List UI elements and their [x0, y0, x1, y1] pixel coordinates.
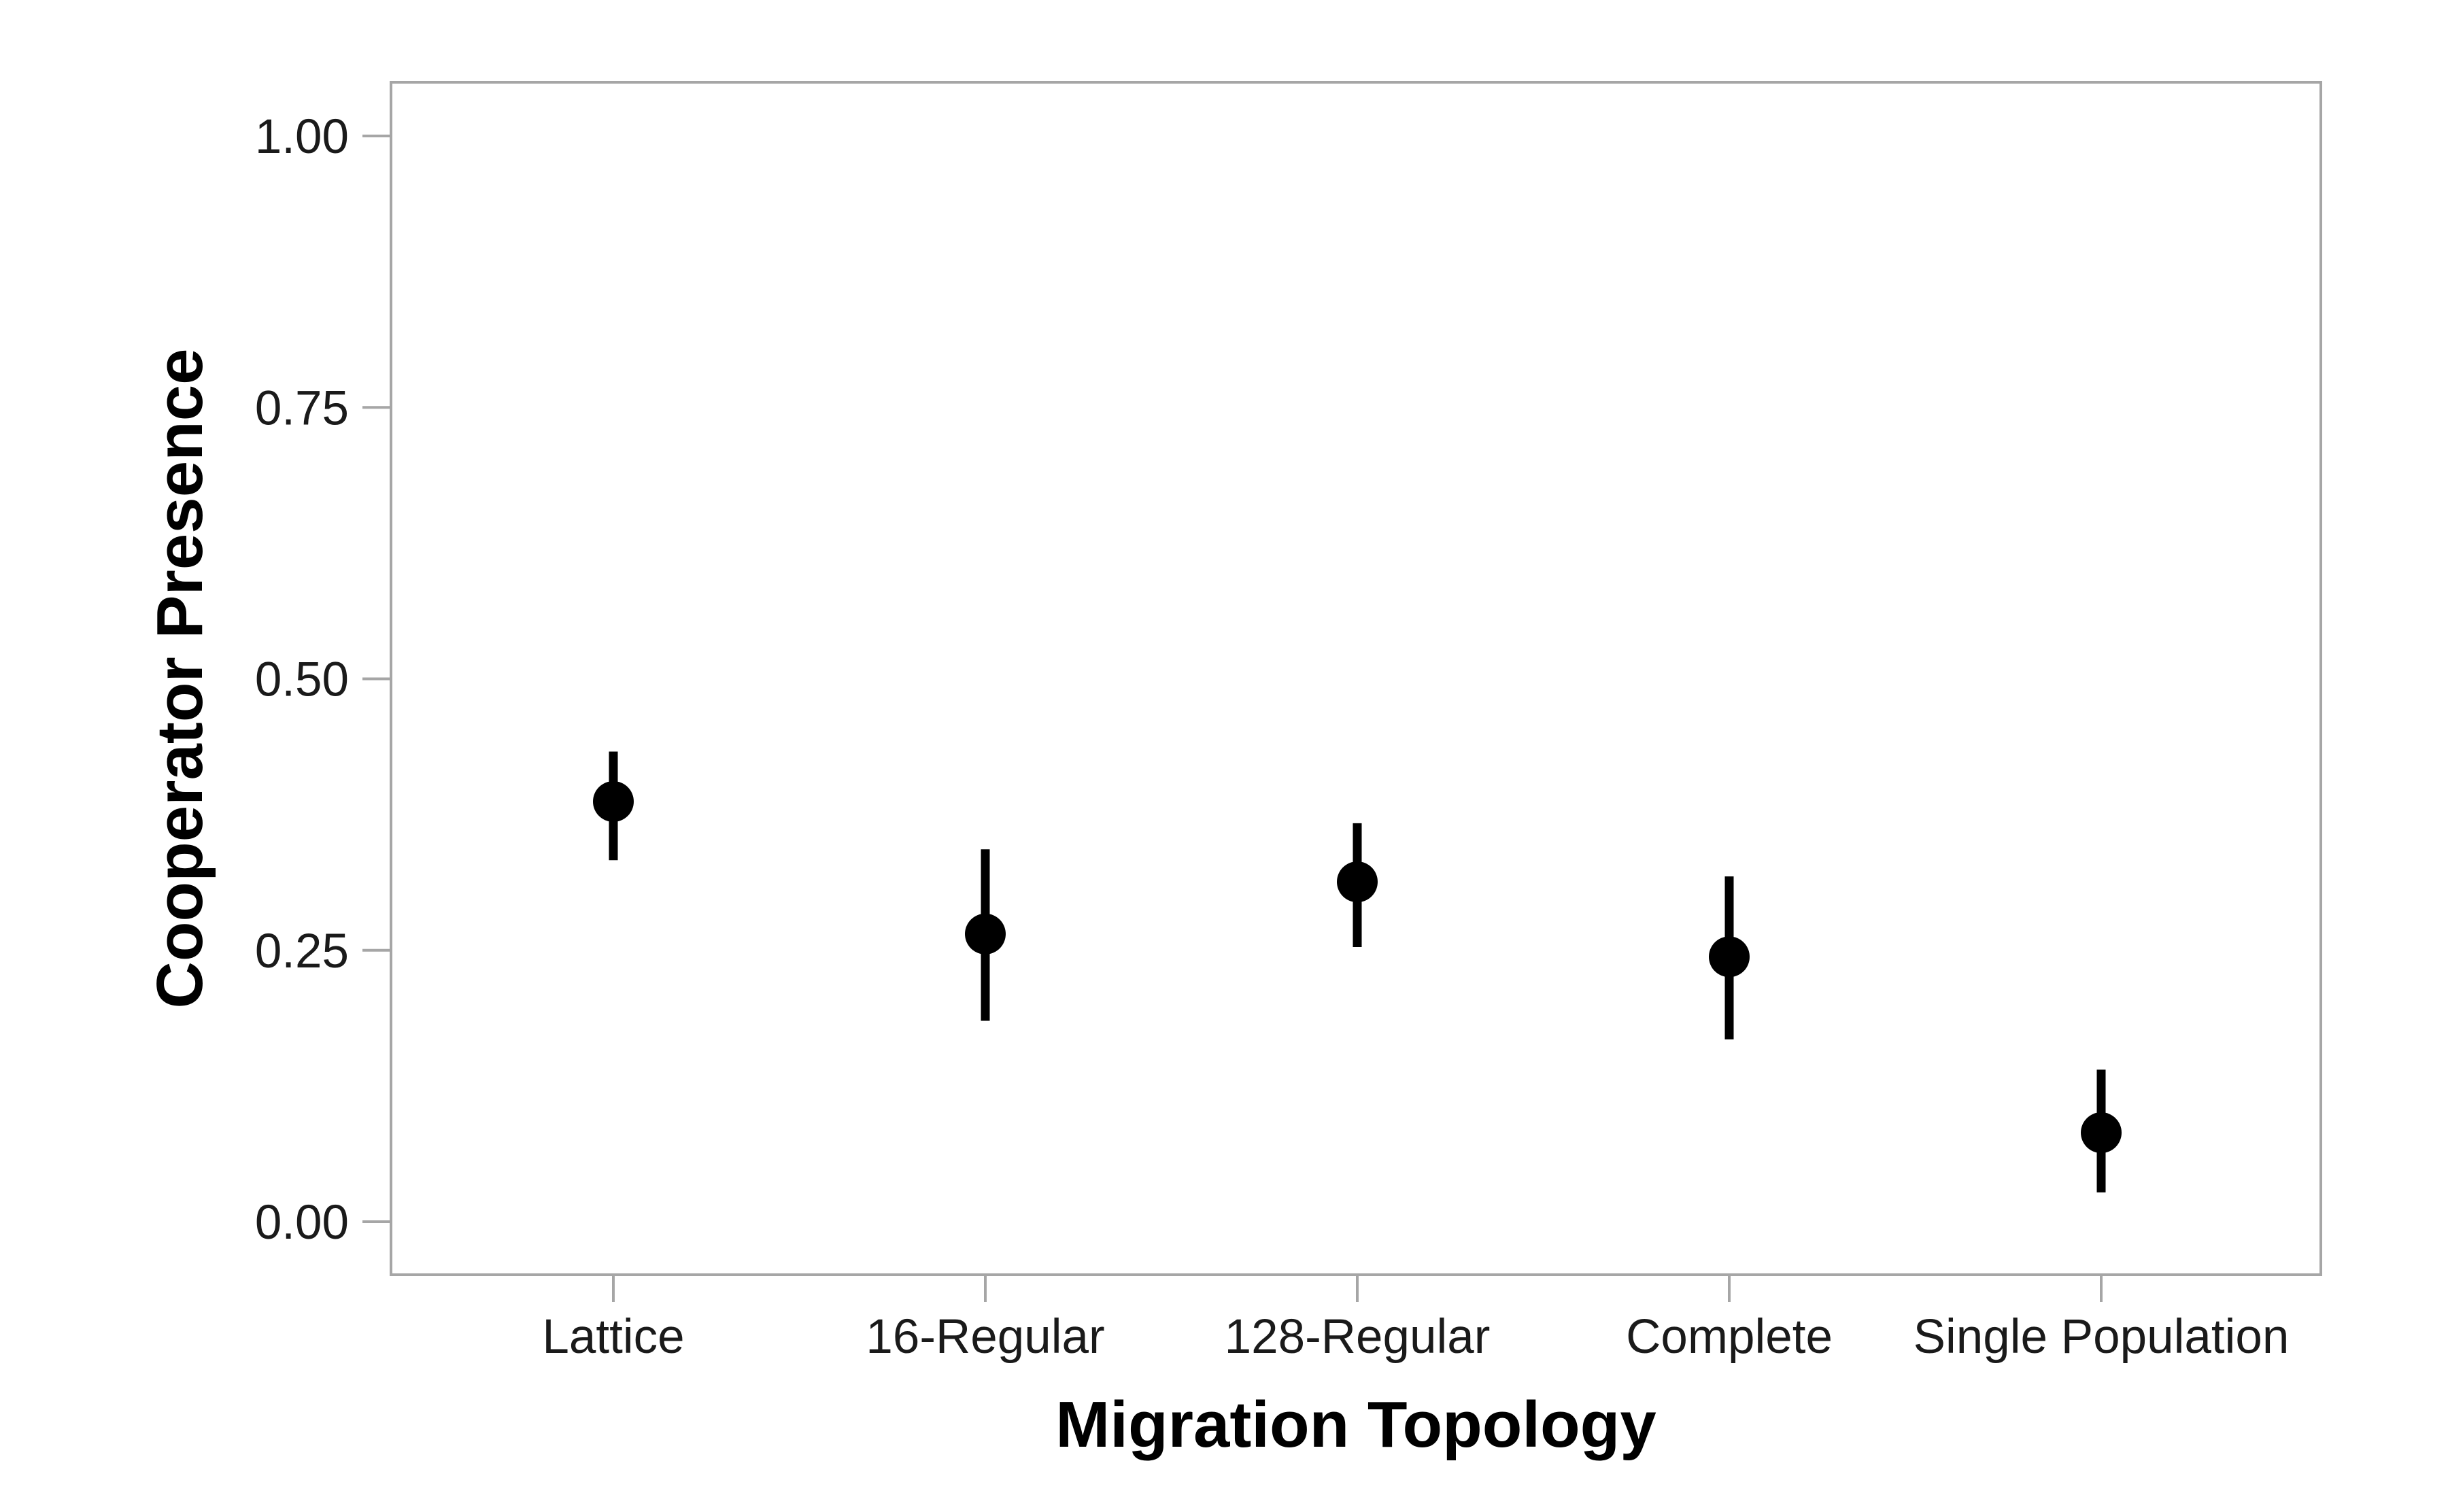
y-tick-label: 1.00	[255, 110, 349, 164]
data-point	[965, 913, 1006, 955]
x-tick-label: Single Population	[1914, 1310, 2290, 1364]
x-tick-label: Complete	[1626, 1310, 1833, 1364]
plot-frame	[390, 81, 2322, 1276]
y-axis: 0.00 0.25 0.50 0.75 1.00	[255, 110, 391, 1250]
x-axis-title: Migration Topology	[1055, 1388, 1656, 1461]
data-point	[1337, 861, 1378, 903]
x-tick-label: Lattice	[542, 1310, 684, 1364]
y-axis-title: Cooperator Presence	[143, 348, 216, 1008]
x-axis: Lattice 16-Regular 128-Regular Complete Sing…	[542, 1275, 2289, 1364]
x-tick-label: 128-Regular	[1225, 1310, 1491, 1364]
data-point	[593, 780, 634, 822]
y-tick-label: 0.25	[255, 925, 349, 978]
data-marks	[593, 751, 2122, 1192]
y-tick-label: 0.50	[255, 653, 349, 707]
data-point	[1709, 936, 1750, 978]
y-tick-label: 0.75	[255, 381, 349, 435]
x-tick-label: 16-Regular	[866, 1310, 1104, 1364]
y-tick-label: 0.00	[255, 1196, 349, 1250]
data-point	[2081, 1112, 2122, 1154]
